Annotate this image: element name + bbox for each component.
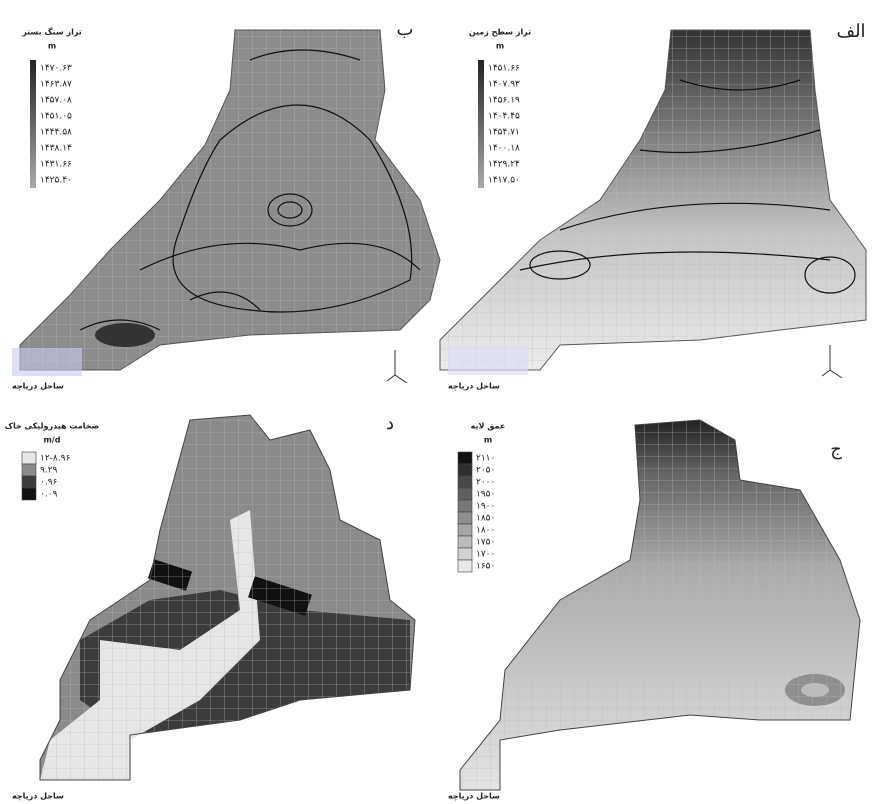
legend-entry: ۱۸۵۰ bbox=[476, 514, 495, 524]
legend-entry: ۱۴۰۰.۱۸ bbox=[488, 144, 520, 154]
legend-entry: ۱۴۰۴.۴۵ bbox=[488, 112, 520, 122]
footnote: ساحل دریاچه bbox=[12, 792, 64, 801]
legend-entry: ۱۴۰۷.۹۳ bbox=[488, 80, 520, 90]
legend-entry: ۲۱۱۰ bbox=[476, 454, 495, 464]
legend-unit: m/d bbox=[44, 436, 61, 445]
legend-entry: ۰.۹۶ bbox=[40, 478, 58, 488]
legend-entry: ۱۴۷۰.۶۳ bbox=[40, 64, 72, 74]
legend-swatch bbox=[21, 487, 37, 501]
legend-title: ضخامت هیدرولیکی خاک bbox=[5, 422, 100, 431]
legend-entry: ۱۴۵۱.۰۵ bbox=[40, 112, 72, 122]
map-depth bbox=[459, 419, 861, 791]
legend-entry: ۱۴۵۱.۶۶ bbox=[488, 64, 520, 74]
panel-label: د bbox=[386, 413, 394, 434]
legend-swatch bbox=[21, 451, 37, 465]
legend-entry: ۱۴۴۴.۵۸ bbox=[40, 128, 72, 138]
footnote: ساحل دریاچه bbox=[12, 382, 64, 391]
map-surface bbox=[439, 29, 867, 375]
legend-bar bbox=[30, 60, 36, 188]
legend-entry: ۱۷۰۰ bbox=[476, 550, 495, 560]
legend-title: عمق لایه bbox=[471, 422, 506, 431]
legend-swatch bbox=[457, 451, 473, 465]
legend-entry: ۱۴۳۱.۶۶ bbox=[40, 160, 72, 170]
panel-label: ج bbox=[830, 439, 842, 460]
legend-entry: ۱۴۲۵.۴۰ bbox=[40, 176, 72, 186]
legend-bar bbox=[478, 60, 484, 188]
legend-unit: m bbox=[496, 42, 504, 51]
legend-entry: ۰.۰۹ bbox=[40, 490, 58, 500]
footnote: ساحل دریاچه bbox=[448, 382, 500, 391]
footnote: ساحل دریاچه bbox=[448, 792, 500, 801]
legend-unit: m bbox=[484, 436, 492, 445]
legend-title: تراز سنگ بستر bbox=[21, 27, 82, 37]
map-conductivity bbox=[39, 414, 416, 781]
legend-unit: m bbox=[48, 42, 56, 51]
legend-entry: ۱۴۵۷.۰۸ bbox=[40, 96, 72, 106]
axis-glyph bbox=[386, 345, 843, 384]
legend-entry: ۱۸۰۰ bbox=[476, 526, 495, 536]
legend-title: تراز سطح زمین bbox=[469, 28, 531, 37]
legend-swatch bbox=[457, 463, 473, 477]
legend-entry: ۱۲-۸.۹۶ bbox=[40, 454, 70, 464]
legend-swatch bbox=[457, 475, 473, 489]
legend-entry: ۱۴۵۶.۱۹ bbox=[488, 96, 520, 106]
legend-entry: ۱۴۳۸.۱۴ bbox=[40, 144, 72, 154]
legend-entry: ۲۰۵۰ bbox=[476, 466, 495, 476]
legend-swatch bbox=[457, 499, 473, 513]
legend-entry: ۱۴۱۷.۵۰ bbox=[488, 176, 520, 186]
legend-entry: ۱۹۰۰ bbox=[476, 502, 495, 512]
legend-swatch bbox=[21, 475, 37, 489]
legend-entry: ۱۴۶۳.۸۷ bbox=[40, 80, 72, 90]
legend-swatch bbox=[457, 559, 473, 573]
map-bedrock bbox=[12, 29, 441, 376]
legend-entry: ۱۴۲۹.۲۴ bbox=[488, 160, 520, 170]
legend-entry: ۱۶۵۰ bbox=[476, 562, 495, 572]
legend-entry: ۲۰۰۰ bbox=[476, 478, 495, 488]
legend-swatch bbox=[457, 535, 473, 549]
legend-entry: ۹.۲۹ bbox=[40, 466, 58, 476]
legend-swatch bbox=[457, 547, 473, 561]
panel-label: الف bbox=[836, 21, 865, 42]
legend-entry: ۱۴۵۴.۷۱ bbox=[488, 128, 520, 138]
legend-swatch bbox=[457, 523, 473, 537]
panel-label: ب bbox=[397, 19, 414, 40]
legend-swatch bbox=[457, 511, 473, 525]
legend-swatch bbox=[21, 463, 37, 477]
legend-entry: ۱۹۵۰ bbox=[476, 490, 495, 500]
legend-swatch bbox=[457, 487, 473, 501]
legend-entry: ۱۷۵۰ bbox=[476, 538, 495, 548]
